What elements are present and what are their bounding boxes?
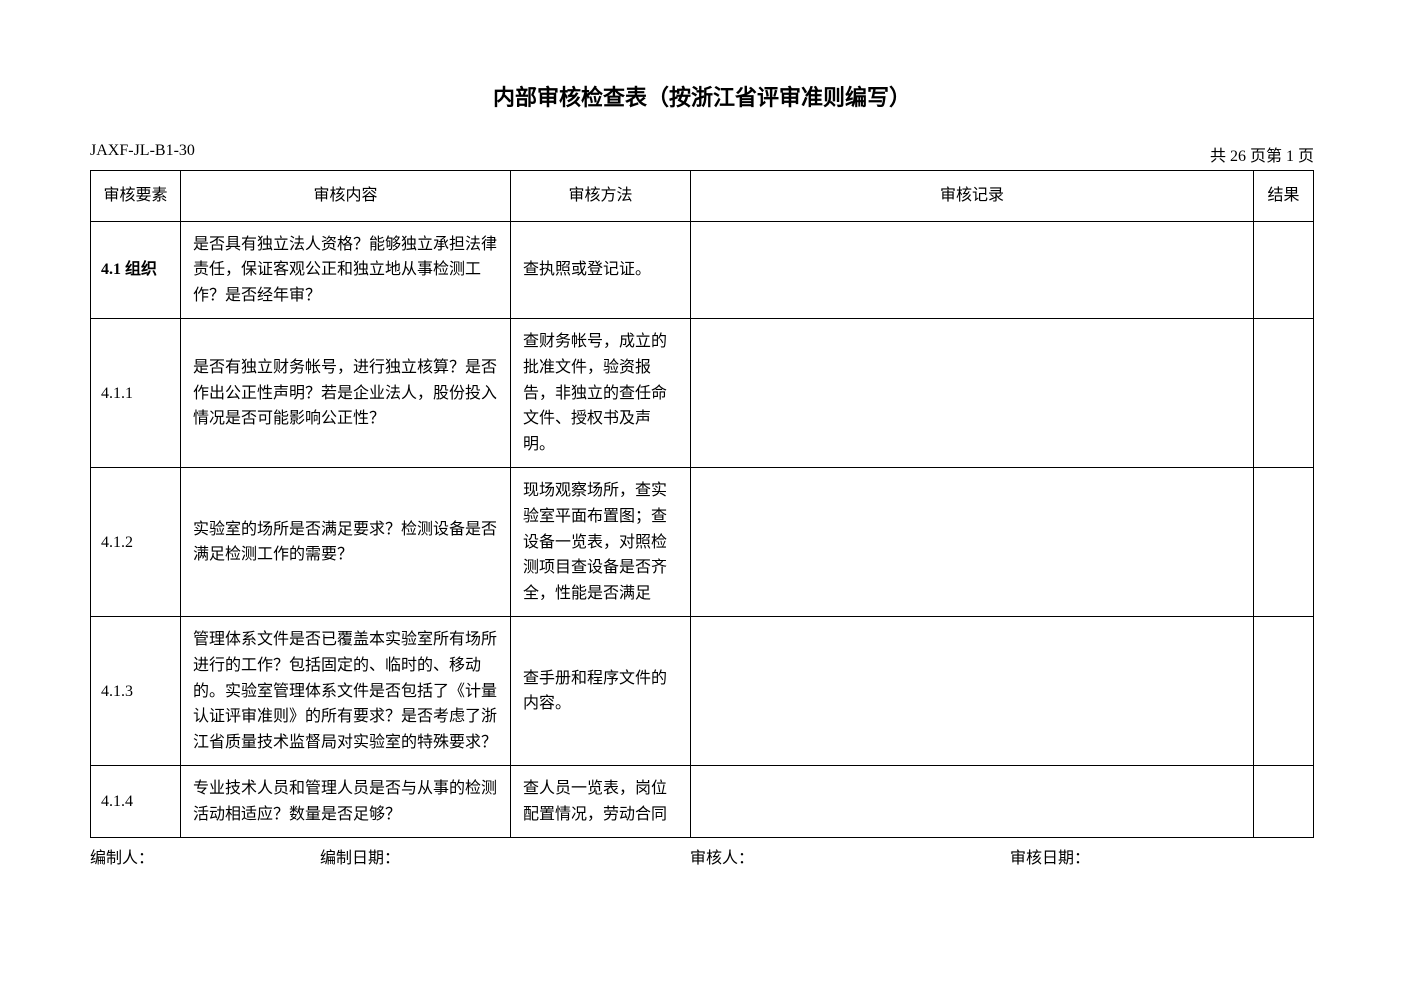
page-info: 共 26 页第 1 页 <box>1210 142 1314 166</box>
cell-method: 查手册和程序文件的内容。 <box>511 617 691 766</box>
audit-table: 审核要素 审核内容 审核方法 审核记录 结果 4.1 组织是否具有独立法人资格？… <box>90 170 1314 838</box>
cell-record <box>691 766 1254 838</box>
cell-method: 现场观察场所，查实验室平面布置图；查设备一览表，对照检测项目查设备是否齐全，性能… <box>511 468 691 617</box>
reviewer-date-label: 审核日期： <box>1010 844 1090 868</box>
cell-method: 查财务帐号，成立的批准文件，验资报告，非独立的查任命文件、授权书及声明。 <box>511 319 691 468</box>
cell-content: 管理体系文件是否已覆盖本实验室所有场所进行的工作？包括固定的、临时的、移动的。实… <box>181 617 511 766</box>
cell-result <box>1254 617 1314 766</box>
form-code: JAXF-JL-B1-30 <box>90 142 195 166</box>
cell-record <box>691 468 1254 617</box>
cell-content: 实验室的场所是否满足要求？检测设备是否满足检测工作的需要？ <box>181 468 511 617</box>
cell-result <box>1254 468 1314 617</box>
cell-content: 专业技术人员和管理人员是否与从事的检测活动相适应？数量是否足够？ <box>181 766 511 838</box>
table-row: 4.1.4专业技术人员和管理人员是否与从事的检测活动相适应？数量是否足够？查人员… <box>91 766 1314 838</box>
cell-content: 是否具有独立法人资格？能够独立承担法律责任，保证客观公正和独立地从事检测工作？是… <box>181 221 511 319</box>
table-header-row: 审核要素 审核内容 审核方法 审核记录 结果 <box>91 171 1314 222</box>
table-row: 4.1.2实验室的场所是否满足要求？检测设备是否满足检测工作的需要？现场观察场所… <box>91 468 1314 617</box>
cell-record <box>691 617 1254 766</box>
header-row: JAXF-JL-B1-30 共 26 页第 1 页 <box>90 142 1314 166</box>
cell-content: 是否有独立财务帐号，进行独立核算？是否作出公正性声明？若是企业法人，股份投入情况… <box>181 319 511 468</box>
col-header-element: 审核要素 <box>91 171 181 222</box>
reviewer-label: 审核人： <box>690 844 1010 868</box>
cell-element: 4.1.3 <box>91 617 181 766</box>
table-row: 4.1.1是否有独立财务帐号，进行独立核算？是否作出公正性声明？若是企业法人，股… <box>91 319 1314 468</box>
col-header-result: 结果 <box>1254 171 1314 222</box>
author-label: 编制人： <box>90 844 320 868</box>
cell-record <box>691 221 1254 319</box>
cell-result <box>1254 221 1314 319</box>
page-title: 内部审核检查表（按浙江省评审准则编写） <box>90 80 1314 112</box>
col-header-method: 审核方法 <box>511 171 691 222</box>
cell-result <box>1254 319 1314 468</box>
table-row: 4.1 组织是否具有独立法人资格？能够独立承担法律责任，保证客观公正和独立地从事… <box>91 221 1314 319</box>
cell-element: 4.1.2 <box>91 468 181 617</box>
cell-method: 查人员一览表，岗位配置情况，劳动合同 <box>511 766 691 838</box>
cell-result <box>1254 766 1314 838</box>
cell-record <box>691 319 1254 468</box>
footer-row: 编制人： 编制日期： 审核人： 审核日期： <box>90 844 1314 868</box>
table-row: 4.1.3管理体系文件是否已覆盖本实验室所有场所进行的工作？包括固定的、临时的、… <box>91 617 1314 766</box>
col-header-record: 审核记录 <box>691 171 1254 222</box>
col-header-content: 审核内容 <box>181 171 511 222</box>
cell-element: 4.1 组织 <box>91 221 181 319</box>
author-date-label: 编制日期： <box>320 844 690 868</box>
cell-method: 查执照或登记证。 <box>511 221 691 319</box>
cell-element: 4.1.4 <box>91 766 181 838</box>
cell-element: 4.1.1 <box>91 319 181 468</box>
